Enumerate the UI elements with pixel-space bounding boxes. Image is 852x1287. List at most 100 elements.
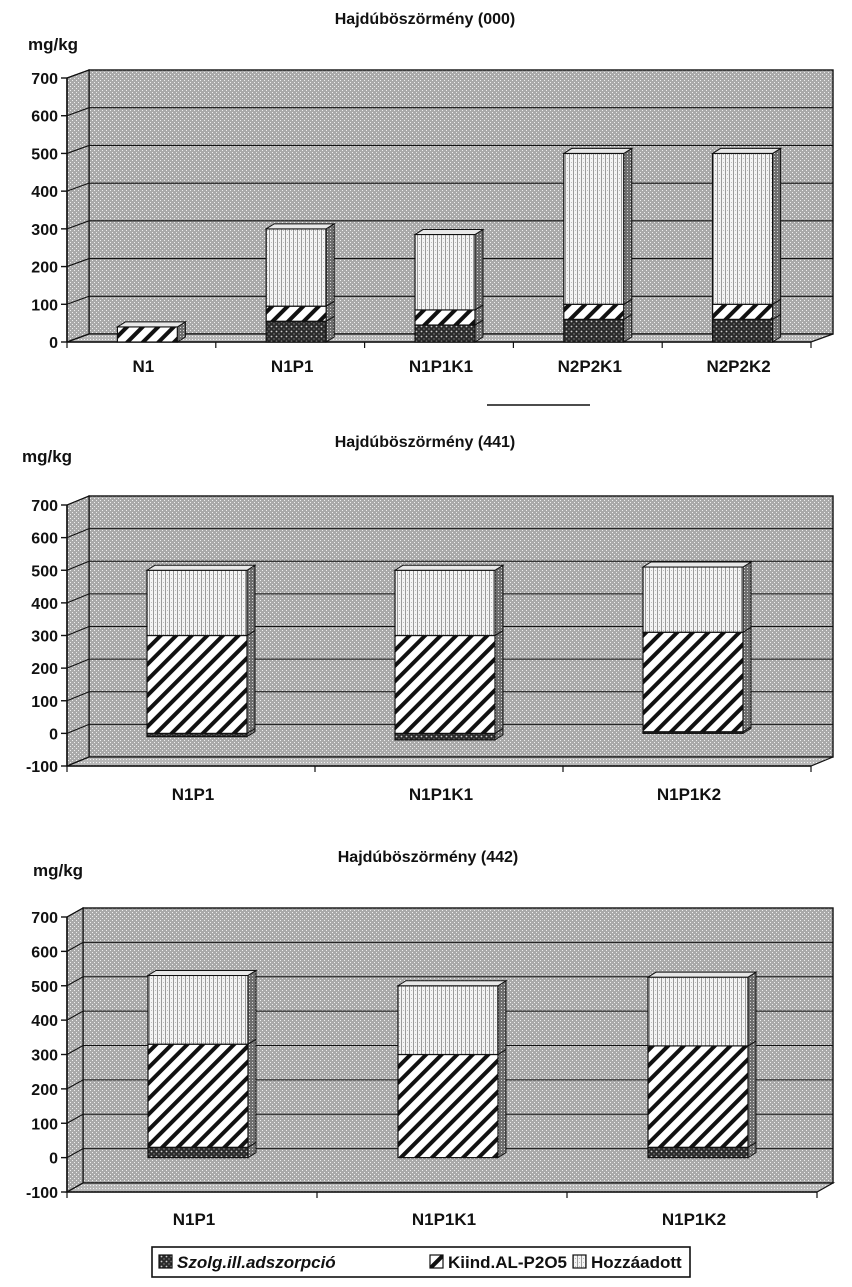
gridline	[66, 756, 833, 767]
bar-n1p1k2-szolg-ill-adszorpci-	[647, 1146, 749, 1159]
x-category-label: N2P2K2	[706, 357, 770, 376]
bar-n2p2k1-hozz-adott	[563, 152, 625, 305]
gridline	[66, 658, 833, 669]
y-axis-unit-label: mg/kg	[33, 861, 83, 880]
bar-n1p1k1-hozz-adott-side	[474, 228, 484, 311]
gridline	[66, 495, 833, 506]
gridline	[66, 691, 833, 702]
legend: Szolg.ill.adszorpció Kiind.AL-P2O5 Hozzáad…	[151, 1246, 691, 1278]
legend-label: Kiind.AL-P2O5	[448, 1253, 567, 1272]
bar-n1p1-top	[145, 564, 257, 571]
charts-layer: Hajdúböszörmény (000) mg/kg 0 100 200 300 400 5…	[22, 11, 836, 1229]
bar-n2p2k2-szolg-ill-adszorpci-	[711, 318, 774, 343]
y-tick-label: 400	[31, 184, 58, 201]
bar-n1p1k1-szolg-ill-adszorpci-	[414, 324, 476, 343]
gridline	[66, 976, 833, 987]
gridline	[66, 1182, 833, 1193]
x-category-label: N1P1K2	[662, 1210, 726, 1229]
y-tick-label: 400	[31, 596, 58, 613]
bar-n1p1k2-kiind-al-p2o5-side	[747, 1040, 757, 1149]
y-tick-label: 300	[31, 1048, 58, 1065]
gridline	[66, 1113, 833, 1124]
gridline	[66, 528, 833, 539]
bar-n1p1k2-hozz-adott	[642, 566, 744, 633]
bar-n1p1k1-kiind-al-p2o5-side	[497, 1048, 507, 1159]
bar-n1p1-hozz-adott-side	[247, 969, 257, 1046]
gridline	[66, 69, 833, 79]
y-tick-label: 700	[31, 71, 58, 88]
bar-n2p2k1-szolg-ill-adszorpci-	[563, 318, 625, 343]
gridline	[66, 1010, 833, 1021]
x-category-label: N1P1K2	[657, 785, 721, 804]
x-category-label: N1P1	[271, 357, 314, 376]
bar-n1p1k1-top	[413, 229, 485, 236]
bar-n1p1-hozz-adott-side	[246, 564, 256, 637]
gridline	[66, 625, 833, 637]
bar-n1p1-kiind-al-p2o5-side	[246, 629, 256, 735]
y-tick-label: 0	[49, 1151, 58, 1168]
bar-n2p2k2-hozz-adott	[711, 152, 774, 305]
y-tick-label: 600	[31, 109, 58, 126]
bar-n1p1k2-top	[641, 561, 753, 568]
legend-label: Szolg.ill.adszorpció	[177, 1253, 336, 1272]
y-tick-label: 300	[31, 222, 58, 239]
gridline	[66, 144, 833, 154]
gridline	[66, 107, 833, 117]
y-tick-label: 400	[31, 1013, 58, 1030]
bar-n1p1k1-kiind-al-p2o5-side	[494, 629, 504, 735]
x-category-label: N1P1	[173, 1210, 216, 1229]
bar-n1p1-hozz-adott-side	[325, 222, 335, 308]
bar-n1p1k2-kiind-al-p2o5	[647, 1045, 749, 1148]
bar-n1p1k2-top	[646, 971, 758, 978]
gridline	[66, 593, 833, 604]
y-tick-label: 200	[31, 661, 58, 678]
y-tick-label: -100	[26, 759, 58, 776]
bar-n1p1k1-kiind-al-p2o5	[397, 1053, 499, 1159]
bar-n1p1-kiind-al-p2o5-side	[247, 1038, 257, 1149]
y-tick-label: 700	[31, 910, 58, 927]
y-tick-label: 500	[31, 146, 58, 163]
y-tick-label: 200	[31, 1082, 58, 1099]
y-axis-unit-label: mg/kg	[22, 447, 72, 466]
bar-n2p2k1-top	[562, 147, 634, 154]
bar-n1p1k2-kiind-al-p2o5-side	[742, 626, 752, 733]
bar-n1p1-hozz-adott	[265, 228, 327, 307]
bar-n1p1k1-kiind-al-p2o5	[394, 634, 496, 734]
chart-0: Hajdúböszörmény (000) mg/kg 0 100 200 300 400 5…	[28, 11, 834, 376]
y-tick-label: 300	[31, 629, 58, 646]
bar-n1p1k2-hozz-adott-side	[742, 561, 752, 634]
bar-n1p1k2-hozz-adott-side	[747, 971, 757, 1047]
bar-n1p1-szolg-ill-adszorpci-	[265, 320, 327, 343]
y-tick-label: 200	[31, 260, 58, 277]
bar-n1p1k1-szolg-ill-adszorpci-	[394, 732, 496, 741]
y-tick-label: -100	[26, 1185, 58, 1202]
bar-n1p1-kiind-al-p2o5	[146, 634, 248, 734]
bar-n1p1k1-hozz-adott-side	[494, 564, 504, 637]
legend-swatch-light	[572, 1254, 587, 1269]
x-category-label: N2P2K1	[558, 357, 622, 376]
chart-title: Hajdúböszörmény (441)	[335, 434, 515, 451]
bar-n1p1-hozz-adott	[147, 974, 249, 1045]
x-category-label: N1P1K1	[412, 1210, 476, 1229]
x-category-label: N1	[133, 357, 155, 376]
legend-label: Hozzáadott	[591, 1253, 682, 1272]
gridline	[66, 1148, 833, 1159]
bar-n1p1k2-kiind-al-p2o5	[642, 631, 744, 733]
bar-n1p1k1-kiind-al-p2o5	[414, 309, 476, 326]
legend-swatch-dots-dark	[158, 1254, 173, 1269]
bar-n1p1k1-top	[396, 980, 508, 987]
bar-n1p1-top	[146, 969, 258, 976]
bar-n1p1-kiind-al-p2o5	[147, 1043, 249, 1148]
y-tick-label: 600	[31, 531, 58, 548]
bar-n2p2k2-hozz-adott-side	[772, 147, 782, 306]
bar-n1p1-szolg-ill-adszorpci-	[147, 1146, 249, 1159]
bar-n1p1k1-hozz-adott	[397, 985, 499, 1056]
bar-n2p2k2-kiind-al-p2o5	[711, 303, 774, 320]
legend-swatch-diagonal	[429, 1254, 444, 1269]
bar-n1-top	[115, 321, 188, 328]
chart-1: Hajdúböszörmény (441) mg/kg -100 0 100 200 300…	[22, 434, 834, 804]
chart-title: Hajdúböszörmény (000)	[335, 11, 515, 28]
y-tick-label: 700	[31, 498, 58, 515]
y-axis-unit-label: mg/kg	[28, 35, 78, 54]
x-category-label: N1P1K1	[409, 785, 473, 804]
